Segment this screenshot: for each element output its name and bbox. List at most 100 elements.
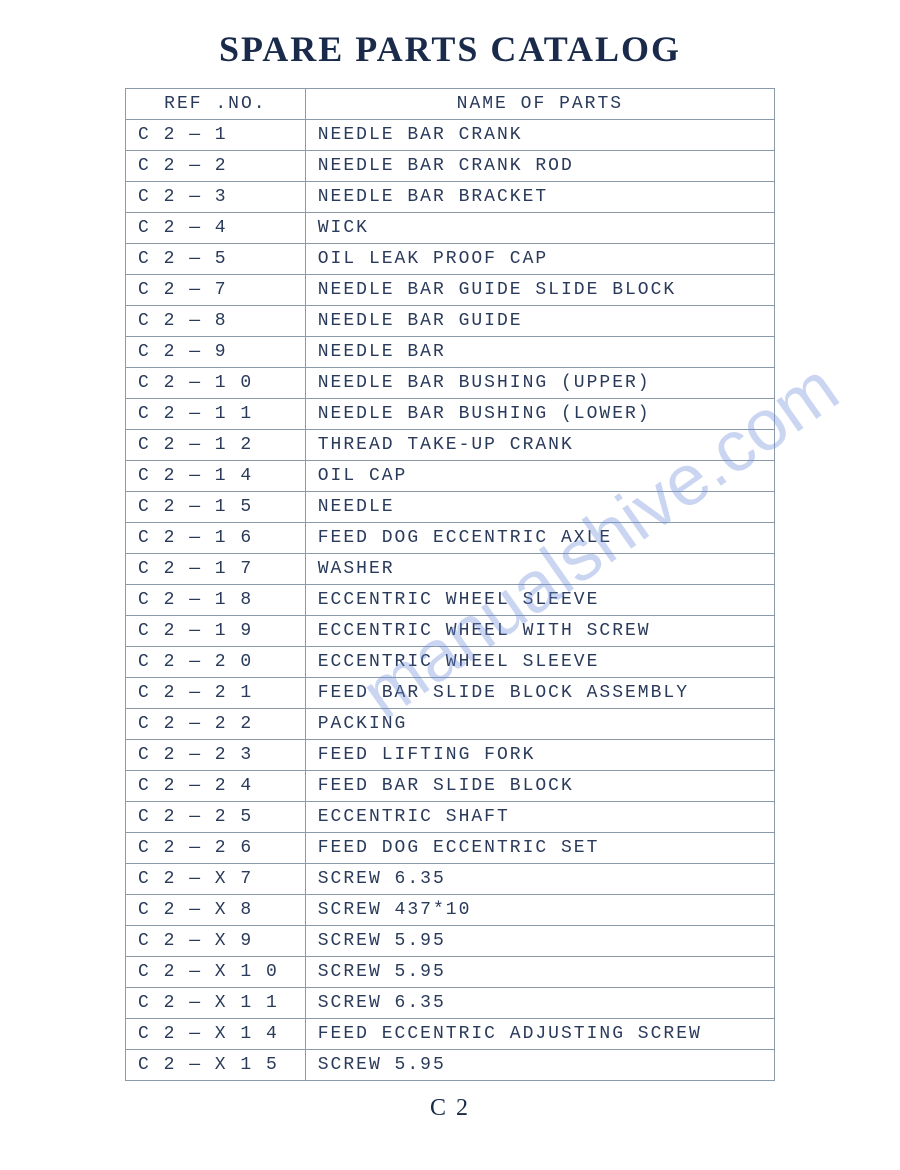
table-row: C 2 — 1NEEDLE BAR CRANK (126, 120, 775, 151)
part-name-cell: NEEDLE (305, 492, 774, 523)
table-row: C 2 — 1 1NEEDLE BAR BUSHING (LOWER) (126, 399, 775, 430)
part-name-cell: SCREW 437*10 (305, 895, 774, 926)
ref-no-cell: C 2 — 1 (126, 120, 306, 151)
ref-no-cell: C 2 — 1 9 (126, 616, 306, 647)
ref-no-cell: C 2 — 2 5 (126, 802, 306, 833)
table-row: C 2 — 2NEEDLE BAR CRANK ROD (126, 151, 775, 182)
table-row: C 2 — 1 6FEED DOG ECCENTRIC AXLE (126, 523, 775, 554)
part-name-cell: PACKING (305, 709, 774, 740)
table-row: C 2 — 1 5NEEDLE (126, 492, 775, 523)
ref-no-cell: C 2 — 2 1 (126, 678, 306, 709)
table-row: C 2 — X 9SCREW 5.95 (126, 926, 775, 957)
part-name-cell: ECCENTRIC WHEEL WITH SCREW (305, 616, 774, 647)
ref-no-cell: C 2 — 2 2 (126, 709, 306, 740)
table-row: C 2 — X 1 5SCREW 5.95 (126, 1050, 775, 1081)
ref-no-cell: C 2 — X 1 0 (126, 957, 306, 988)
table-row: C 2 — 4WICK (126, 213, 775, 244)
ref-no-cell: C 2 — 4 (126, 213, 306, 244)
ref-no-cell: C 2 — 1 6 (126, 523, 306, 554)
ref-no-cell: C 2 — 2 0 (126, 647, 306, 678)
table-row: C 2 — 8NEEDLE BAR GUIDE (126, 306, 775, 337)
part-name-cell: SCREW 6.35 (305, 864, 774, 895)
part-name-cell: NEEDLE BAR BRACKET (305, 182, 774, 213)
table-row: C 2 — 2 2PACKING (126, 709, 775, 740)
part-name-cell: ECCENTRIC WHEEL SLEEVE (305, 585, 774, 616)
table-row: C 2 — 1 4OIL CAP (126, 461, 775, 492)
part-name-cell: ECCENTRIC SHAFT (305, 802, 774, 833)
table-row: C 2 — X 8SCREW 437*10 (126, 895, 775, 926)
table-row: C 2 — 1 2THREAD TAKE-UP CRANK (126, 430, 775, 461)
part-name-cell: FEED LIFTING FORK (305, 740, 774, 771)
part-name-cell: FEED DOG ECCENTRIC SET (305, 833, 774, 864)
ref-no-cell: C 2 — 1 5 (126, 492, 306, 523)
ref-no-cell: C 2 — 1 2 (126, 430, 306, 461)
ref-no-cell: C 2 — 3 (126, 182, 306, 213)
part-name-cell: SCREW 5.95 (305, 1050, 774, 1081)
table-row: C 2 — 2 0ECCENTRIC WHEEL SLEEVE (126, 647, 775, 678)
table-row: C 2 — X 1 4FEED ECCENTRIC ADJUSTING SCRE… (126, 1019, 775, 1050)
part-name-cell: FEED ECCENTRIC ADJUSTING SCREW (305, 1019, 774, 1050)
table-row: C 2 — 1 7WASHER (126, 554, 775, 585)
table-row: C 2 — 1 0NEEDLE BAR BUSHING (UPPER) (126, 368, 775, 399)
page-title: SPARE PARTS CATALOG (0, 28, 900, 70)
table-row: C 2 — X 7SCREW 6.35 (126, 864, 775, 895)
ref-no-cell: C 2 — 2 6 (126, 833, 306, 864)
part-name-cell: NEEDLE BAR (305, 337, 774, 368)
table-row: C 2 — 1 9ECCENTRIC WHEEL WITH SCREW (126, 616, 775, 647)
table-row: C 2 — 2 6FEED DOG ECCENTRIC SET (126, 833, 775, 864)
part-name-cell: THREAD TAKE-UP CRANK (305, 430, 774, 461)
ref-no-cell: C 2 — 8 (126, 306, 306, 337)
table-row: C 2 — 2 1FEED BAR SLIDE BLOCK ASSEMBLY (126, 678, 775, 709)
table-row: C 2 — 2 5ECCENTRIC SHAFT (126, 802, 775, 833)
ref-no-cell: C 2 — 5 (126, 244, 306, 275)
table-row: C 2 — X 1 1SCREW 6.35 (126, 988, 775, 1019)
table-header-row: REF .NO. NAME OF PARTS (126, 89, 775, 120)
ref-no-cell: C 2 — X 1 4 (126, 1019, 306, 1050)
ref-no-cell: C 2 — 1 0 (126, 368, 306, 399)
part-name-cell: NEEDLE BAR CRANK ROD (305, 151, 774, 182)
table-row: C 2 — 5OIL LEAK PROOF CAP (126, 244, 775, 275)
part-name-cell: NEEDLE BAR BUSHING (LOWER) (305, 399, 774, 430)
ref-no-cell: C 2 — 9 (126, 337, 306, 368)
table-row: C 2 — 2 3FEED LIFTING FORK (126, 740, 775, 771)
part-name-cell: OIL CAP (305, 461, 774, 492)
table-row: C 2 — 1 8ECCENTRIC WHEEL SLEEVE (126, 585, 775, 616)
part-name-cell: NEEDLE BAR CRANK (305, 120, 774, 151)
part-name-cell: ECCENTRIC WHEEL SLEEVE (305, 647, 774, 678)
part-name-cell: NEEDLE BAR GUIDE SLIDE BLOCK (305, 275, 774, 306)
part-name-cell: FEED DOG ECCENTRIC AXLE (305, 523, 774, 554)
table-row: C 2 — 2 4FEED BAR SLIDE BLOCK (126, 771, 775, 802)
table-body: C 2 — 1NEEDLE BAR CRANKC 2 — 2NEEDLE BAR… (126, 120, 775, 1081)
part-name-cell: WASHER (305, 554, 774, 585)
part-name-cell: WICK (305, 213, 774, 244)
ref-no-cell: C 2 — X 7 (126, 864, 306, 895)
part-name-cell: SCREW 5.95 (305, 957, 774, 988)
parts-catalog-table: REF .NO. NAME OF PARTS C 2 — 1NEEDLE BAR… (125, 88, 775, 1081)
page-number: C 2 (0, 1095, 900, 1122)
table-row: C 2 — 3NEEDLE BAR BRACKET (126, 182, 775, 213)
ref-no-cell: C 2 — 1 8 (126, 585, 306, 616)
header-name-of-parts: NAME OF PARTS (305, 89, 774, 120)
ref-no-cell: C 2 — X 1 5 (126, 1050, 306, 1081)
ref-no-cell: C 2 — 2 (126, 151, 306, 182)
table-row: C 2 — 9NEEDLE BAR (126, 337, 775, 368)
part-name-cell: NEEDLE BAR GUIDE (305, 306, 774, 337)
ref-no-cell: C 2 — 1 1 (126, 399, 306, 430)
ref-no-cell: C 2 — X 8 (126, 895, 306, 926)
ref-no-cell: C 2 — 1 4 (126, 461, 306, 492)
part-name-cell: SCREW 6.35 (305, 988, 774, 1019)
ref-no-cell: C 2 — 2 3 (126, 740, 306, 771)
ref-no-cell: C 2 — 1 7 (126, 554, 306, 585)
table-row: C 2 — 7NEEDLE BAR GUIDE SLIDE BLOCK (126, 275, 775, 306)
ref-no-cell: C 2 — 7 (126, 275, 306, 306)
part-name-cell: SCREW 5.95 (305, 926, 774, 957)
ref-no-cell: C 2 — 2 4 (126, 771, 306, 802)
part-name-cell: FEED BAR SLIDE BLOCK (305, 771, 774, 802)
part-name-cell: NEEDLE BAR BUSHING (UPPER) (305, 368, 774, 399)
part-name-cell: OIL LEAK PROOF CAP (305, 244, 774, 275)
header-ref-no: REF .NO. (126, 89, 306, 120)
ref-no-cell: C 2 — X 9 (126, 926, 306, 957)
table-row: C 2 — X 1 0SCREW 5.95 (126, 957, 775, 988)
ref-no-cell: C 2 — X 1 1 (126, 988, 306, 1019)
part-name-cell: FEED BAR SLIDE BLOCK ASSEMBLY (305, 678, 774, 709)
